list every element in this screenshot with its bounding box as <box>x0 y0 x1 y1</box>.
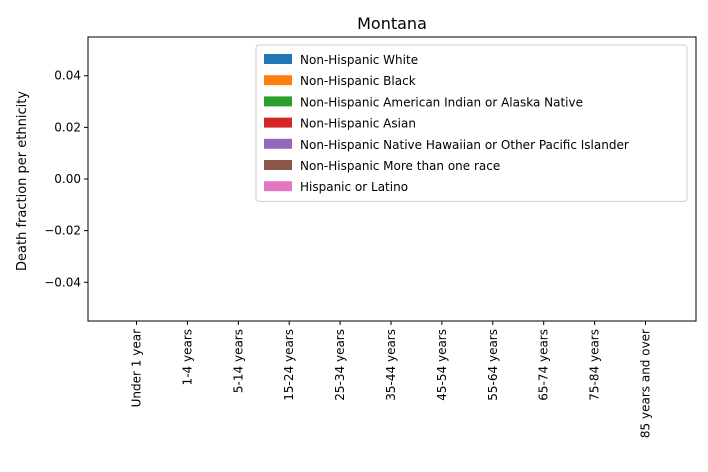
legend-label: Non-Hispanic White <box>300 53 418 67</box>
legend-label: Non-Hispanic Black <box>300 74 416 88</box>
y-tick-label: 0.00 <box>54 172 81 186</box>
legend-label: Non-Hispanic Asian <box>300 117 416 131</box>
y-axis-label: Death fraction per ethnicity <box>15 91 30 271</box>
x-tick-label: 65-74 years <box>537 329 551 401</box>
legend-swatch <box>264 75 292 86</box>
chart-title: Montana <box>357 14 427 33</box>
y-tick-label: −0.02 <box>44 224 81 238</box>
legend-box <box>255 44 688 202</box>
legend-swatch <box>264 138 292 149</box>
legend-swatch <box>264 117 292 128</box>
y-tick-label: 0.04 <box>54 69 81 83</box>
x-tick-label: 1-4 years <box>180 329 194 385</box>
plot-frame <box>87 36 697 322</box>
legend-label: Non-Hispanic American Indian or Alaska N… <box>300 95 583 109</box>
legend-swatch <box>264 54 292 64</box>
x-tick-label: 5-14 years <box>231 329 245 393</box>
x-tick-label: 85 years and over <box>639 329 653 438</box>
x-tick-label: 35-44 years <box>384 329 398 401</box>
x-tick-label: 25-34 years <box>333 329 347 401</box>
legend-swatch <box>264 160 292 170</box>
x-tick-label: 75-84 years <box>588 329 602 401</box>
x-tick-label: 15-24 years <box>282 329 296 401</box>
legend-label: Non-Hispanic Native Hawaiian or Other Pa… <box>300 138 629 152</box>
x-tick-label: Under 1 year <box>130 329 144 407</box>
x-tick-label: 45-54 years <box>435 329 449 401</box>
legend-label: Hispanic or Latino <box>300 180 408 194</box>
y-tick-label: −0.04 <box>44 275 81 289</box>
legend-label: Non-Hispanic More than one race <box>300 159 500 173</box>
x-tick-label: 55-64 years <box>486 329 500 401</box>
y-tick-label: 0.02 <box>54 120 81 134</box>
legend-swatch <box>264 96 292 107</box>
plot-area: −0.04 −0.02 0.00 0.02 0.04 Under 1 year 1-4 ye… <box>44 69 652 438</box>
legend-swatch <box>264 181 292 192</box>
legend: Non-Hispanic White Non-Hispanic Black Non-… <box>255 44 688 202</box>
